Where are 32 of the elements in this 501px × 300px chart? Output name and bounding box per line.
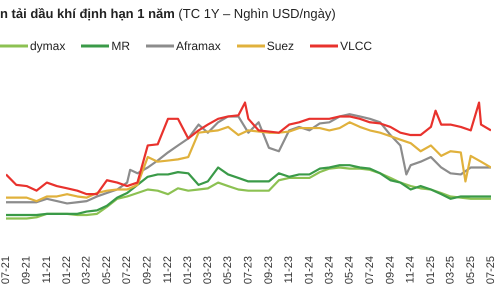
x-tick-label: 11-22	[162, 256, 174, 284]
x-tick-label: 03-24	[323, 256, 336, 284]
x-tick-label: 07-23	[242, 256, 254, 284]
x-tick-label: 07-21	[0, 256, 12, 284]
legend-label: MR	[111, 39, 130, 53]
x-tick-label: 09-21	[20, 256, 33, 284]
legend-label: Aframax	[176, 39, 221, 53]
x-tick-label: 03-23	[202, 256, 214, 284]
x-tick-label: 01-22	[61, 256, 74, 284]
x-tick-label: 07-24	[364, 256, 376, 284]
x-tick-label: 05-22	[100, 256, 113, 284]
x-tick-label: 07-22	[121, 256, 134, 284]
x-tick-label: 05-24	[344, 256, 356, 284]
x-tick-label: 05-23	[222, 256, 234, 284]
x-tick-label: 01-23	[182, 256, 194, 284]
x-tick-label: 09-23	[262, 256, 275, 284]
legend-label: dymax	[30, 39, 66, 53]
x-tick-label: 11-21	[40, 256, 53, 284]
x-tick-label: 01-25	[424, 256, 437, 284]
chart-subtitle: (TC 1Y – Nghìn USD/ngày)	[178, 6, 336, 21]
legend-label: Suez	[266, 39, 294, 53]
x-tick-label: 11-23	[283, 256, 296, 284]
x-tick-label: 01-24	[303, 256, 316, 284]
x-tick-label: 05-25	[464, 256, 477, 284]
chart-title: n tải dầu khí định hạn 1 năm	[0, 6, 175, 21]
x-tick-label: 09-24	[384, 256, 396, 284]
legend-label: VLCC	[340, 39, 372, 53]
x-tick-label: 03-25	[444, 256, 456, 284]
x-tick-label: 09-22	[142, 256, 154, 284]
x-tick-label: 07-25	[485, 256, 497, 284]
x-tick-label: 03-22	[80, 256, 93, 284]
x-tick-label: 11-24	[404, 256, 417, 284]
